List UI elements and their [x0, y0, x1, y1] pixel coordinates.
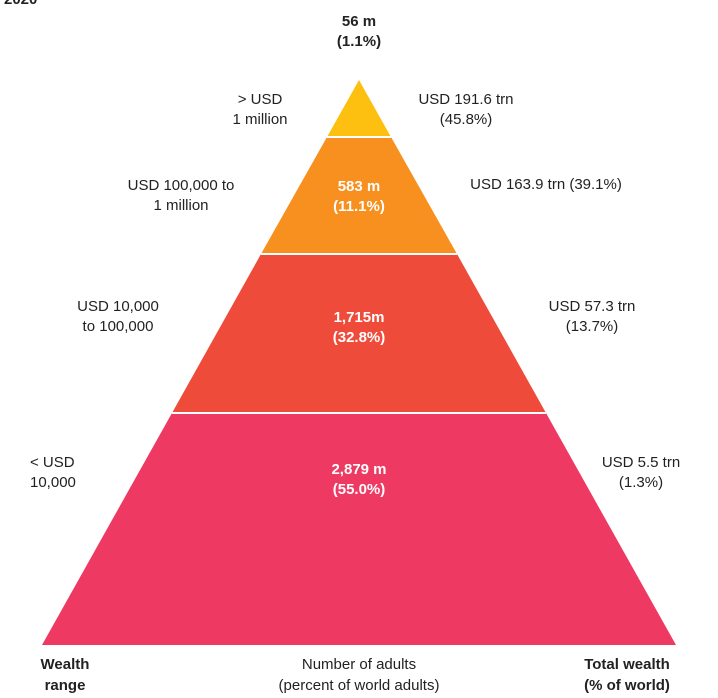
adults-label: 2,879 m [331, 461, 386, 478]
tier-2 [261, 137, 457, 254]
range-label: 1 million [232, 111, 287, 128]
tier-top [327, 80, 391, 137]
range-label: USD 100,000 to [128, 177, 235, 194]
adults-label: (55.0%) [333, 481, 386, 498]
wealth-label: (45.8%) [440, 111, 493, 128]
range-label: 10,000 [30, 474, 76, 491]
range-label: > USD [238, 91, 283, 108]
adults-label: 583 m [338, 178, 381, 195]
tier-bottom [42, 413, 676, 645]
footer-label: Wealth [41, 656, 90, 673]
year: 2020 [4, 0, 37, 8]
range-label: to 100,000 [83, 318, 154, 335]
wealth-label: USD 57.3 trn [549, 298, 636, 315]
range-label: 1 million [153, 197, 208, 214]
adults-label: (11.1%) [333, 198, 385, 215]
footer-label: Total wealth [584, 656, 670, 673]
range-label: USD 10,000 [77, 298, 159, 315]
wealth-label: (13.7%) [566, 318, 619, 335]
footer-label: Number of adults [302, 656, 416, 673]
footer-label: (percent of world adults) [279, 677, 440, 694]
wealth-label: USD 163.9 trn (39.1%) [470, 176, 622, 193]
wealth-label: USD 5.5 trn [602, 454, 680, 471]
wealth-label: USD 191.6 trn [418, 91, 513, 108]
footer-label: range [45, 677, 86, 694]
adults-label: (1.1%) [337, 33, 381, 50]
range-label: < USD [30, 454, 75, 471]
adults-label: (32.8%) [333, 329, 386, 346]
adults-label: 1,715m [334, 309, 385, 326]
adults-label: 56 m [342, 13, 376, 30]
wealth-label: (1.3%) [619, 474, 663, 491]
tier-3 [172, 254, 546, 413]
footer-label: (% of world) [584, 677, 670, 694]
